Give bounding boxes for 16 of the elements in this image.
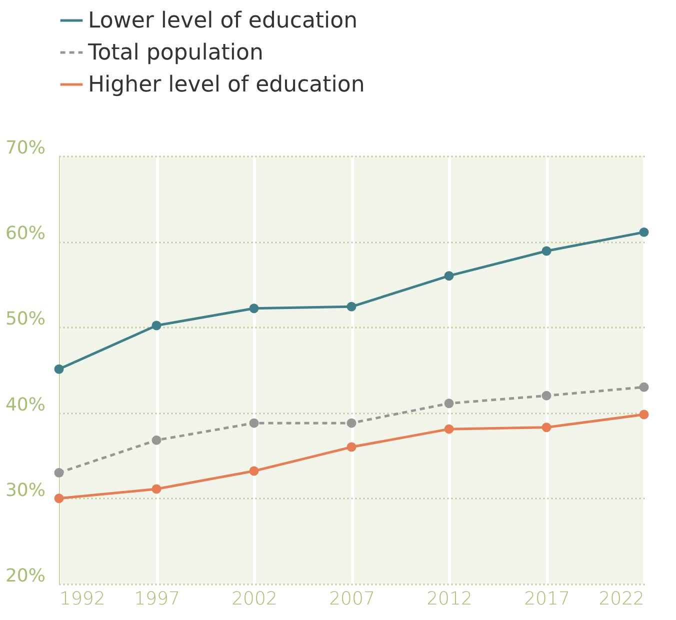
x-tick-label: 2002 [232,588,278,610]
y-tick-label: 50% [5,308,46,330]
legend-label: Higher level of education [88,72,365,98]
legend-label: Total population [87,40,264,66]
y-tick-label: 60% [5,223,46,244]
x-tick-label: 1997 [134,588,180,610]
y-tick-label: 70% [5,138,46,158]
y-tick-label: 40% [5,394,46,416]
x-tick-label: 2012 [426,588,472,610]
x-tick-label: 2017 [524,588,570,610]
y-tick-label: 30% [5,480,46,501]
y-tick-label: 20% [5,566,46,586]
x-tick-label: 2007 [329,588,375,610]
x-tick-label: 2022 [598,588,644,610]
x-tick-label: 1992 [60,588,106,610]
legend-label: Lower level of education [88,8,358,34]
